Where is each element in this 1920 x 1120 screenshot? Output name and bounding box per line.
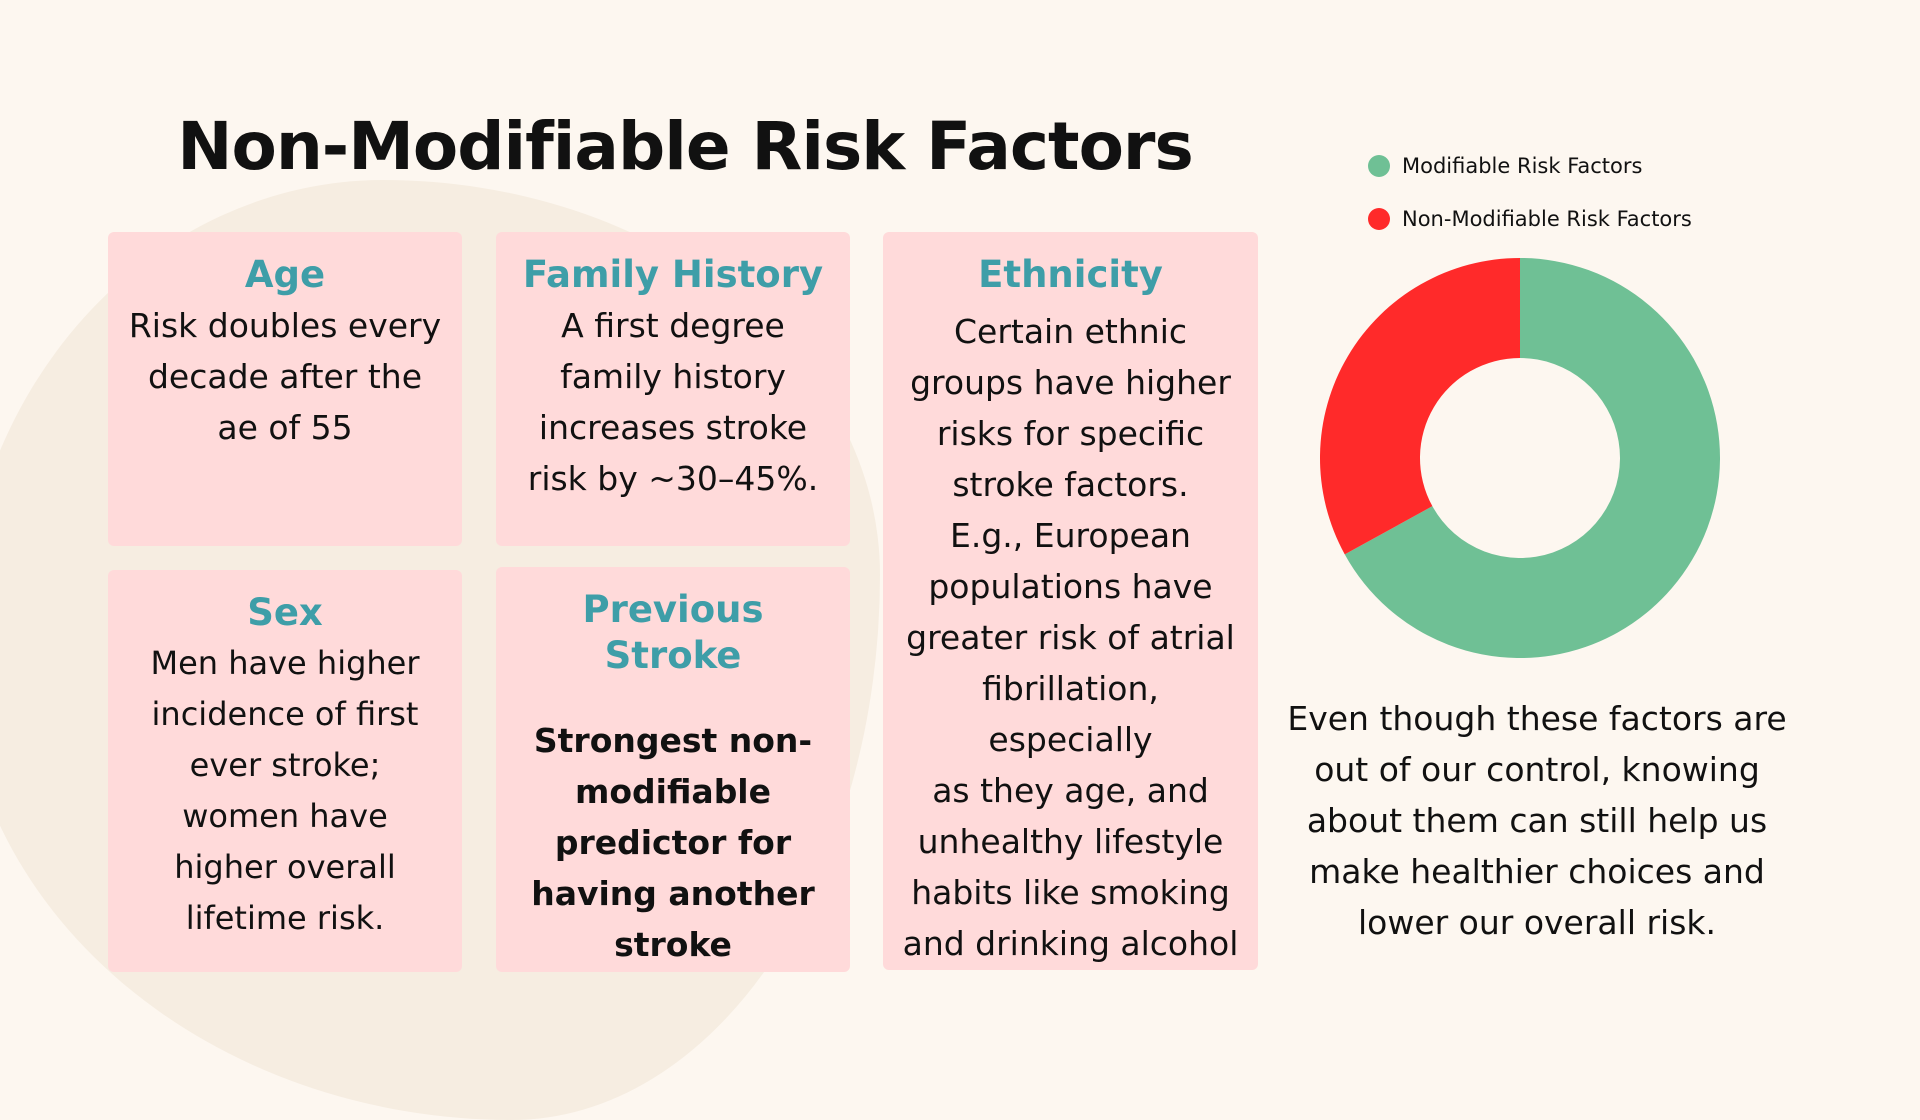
- card-line: Risk doubles every: [128, 306, 442, 345]
- card-line: greater risk of atrial: [906, 618, 1235, 657]
- card-line: ae of 55: [217, 408, 353, 447]
- card-line: groups have higher: [910, 363, 1231, 402]
- card-heading: Family History: [522, 253, 824, 296]
- card-line: Strongest non-: [533, 721, 813, 760]
- card-line: risks for specific: [936, 414, 1205, 453]
- card-line: risk by ~30–45%.: [527, 459, 819, 498]
- card-body: Risk doubles every decade after the ae o…: [124, 300, 446, 453]
- legend-swatch-non-modifiable: [1368, 208, 1390, 230]
- card-sex: Sex Men have higher incidence of first e…: [108, 570, 462, 972]
- caption-line: about them can still help us: [1306, 801, 1768, 840]
- card-line: and drinking alcohol: [902, 924, 1239, 963]
- card-line: Certain ethnic: [953, 312, 1188, 351]
- card-heading: Age: [244, 253, 326, 296]
- card-line: having another: [531, 874, 815, 913]
- card-ethnicity: Ethnicity Certain ethnic groups have hig…: [883, 232, 1258, 970]
- card-line: unhealthy lifestyle: [917, 822, 1224, 861]
- card-body: Strongest non- modifiable predictor for …: [512, 715, 834, 970]
- caption-line: out of our control, knowing: [1314, 750, 1760, 789]
- slice-modifiable: [1344, 258, 1720, 658]
- caption: Even though these factors are out of our…: [1270, 693, 1804, 948]
- card-previous-stroke: Previous Stroke Strongest non- modifiabl…: [496, 567, 850, 972]
- donut-chart: [1320, 258, 1720, 658]
- slice-non-modifiable: [1320, 258, 1520, 555]
- card-line: lifetime risk.: [185, 899, 385, 937]
- card-line: modifiable: [574, 772, 772, 811]
- legend-item-modifiable: Modifiable Risk Factors: [1368, 150, 1692, 182]
- caption-line: make healthier choices and: [1309, 852, 1765, 891]
- card-line: A first degree: [561, 306, 785, 345]
- card-heading: Sex: [247, 591, 323, 634]
- card-line: populations have: [928, 567, 1213, 606]
- legend-label: Non-Modifiable Risk Factors: [1402, 207, 1692, 231]
- card-line: family history: [560, 357, 786, 396]
- card-line: ever stroke;: [189, 746, 381, 784]
- card-line: E.g., European: [950, 516, 1191, 555]
- card-heading: Ethnicity: [978, 253, 1163, 296]
- card-line: women have: [182, 797, 388, 835]
- page-title: Non-Modifiable Risk Factors: [177, 108, 1194, 185]
- card-family-history: Family History A first degree family his…: [496, 232, 850, 546]
- legend-label: Modifiable Risk Factors: [1402, 154, 1643, 178]
- card-heading: Previous Stroke: [582, 588, 764, 677]
- card-line: predictor for: [554, 823, 792, 862]
- card-line: stroke factors.: [952, 465, 1189, 504]
- card-line: as they age, and: [932, 771, 1209, 810]
- card-line: fibrillation, especially: [982, 669, 1159, 759]
- card-line: stroke: [614, 925, 732, 964]
- card-line: decade after the: [147, 357, 423, 396]
- chart-legend: Modifiable Risk Factors Non-Modifiable R…: [1368, 150, 1692, 256]
- caption-line: Even though these factors are: [1287, 699, 1787, 738]
- card-body: Certain ethnic groups have higher risks …: [899, 306, 1242, 969]
- card-body: Men have higher incidence of first ever …: [124, 638, 446, 944]
- card-line: higher overall: [174, 848, 396, 886]
- card-line: habits like smoking: [911, 873, 1230, 912]
- card-age: Age Risk doubles every decade after the …: [108, 232, 462, 546]
- card-body: A first degree family history increases …: [512, 300, 834, 504]
- caption-line: lower our overall risk.: [1357, 903, 1717, 942]
- legend-item-non-modifiable: Non-Modifiable Risk Factors: [1368, 203, 1692, 235]
- card-line: increases stroke: [538, 408, 808, 447]
- legend-swatch-modifiable: [1368, 155, 1390, 177]
- card-line: incidence of first: [151, 695, 419, 733]
- card-line: Men have higher: [150, 644, 420, 682]
